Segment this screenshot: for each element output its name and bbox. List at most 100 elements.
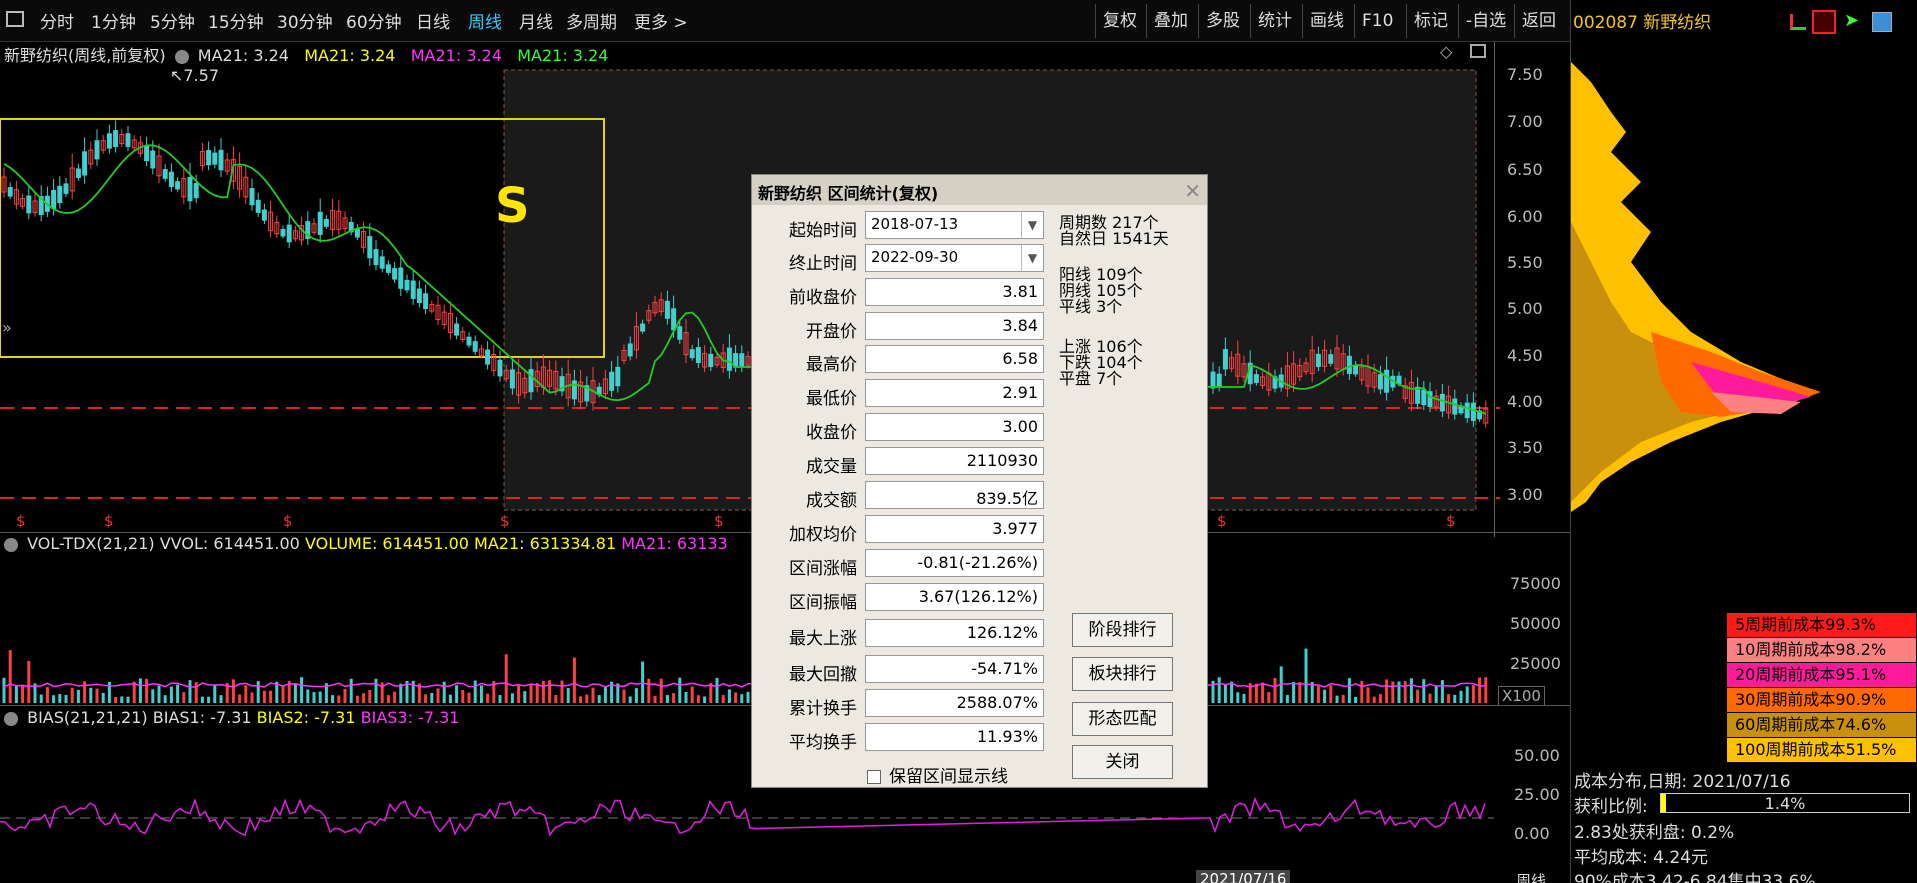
flag-icon[interactable] — [1812, 10, 1836, 34]
dialog-title[interactable]: 新野纺织 区间统计(复权) — [752, 175, 1207, 205]
chevron-down-icon[interactable]: ▼ — [1021, 212, 1043, 238]
chevron-down-icon[interactable]: ▼ — [1021, 245, 1043, 271]
field-value: -0.81(-21.26%) — [865, 549, 1044, 577]
period-tab-30min[interactable]: 30分钟 — [277, 13, 333, 33]
s-marker: $ — [16, 512, 26, 530]
candle-body — [292, 230, 298, 240]
volume-bar — [597, 695, 601, 703]
candle-body — [410, 280, 416, 299]
candle-body — [609, 371, 615, 391]
volume-bar — [436, 688, 440, 703]
checkbox-icon[interactable] — [867, 770, 881, 784]
sector-rank-button[interactable]: 板块排行 — [1072, 657, 1173, 691]
field-label: 成交量 — [806, 457, 857, 477]
layout-toggle-icon[interactable] — [6, 11, 24, 27]
window-icon[interactable] — [1470, 44, 1486, 58]
period-tab-more[interactable]: 更多 > — [634, 13, 688, 33]
vol-settings-icon[interactable] — [4, 537, 18, 552]
candle-body — [218, 149, 224, 171]
candle-body — [454, 323, 460, 336]
end-date-picker[interactable]: 2022-09-30 ▼ — [865, 244, 1044, 272]
volume-bar — [1403, 681, 1407, 703]
period-tab-daily[interactable]: 日线 — [416, 13, 450, 33]
period-tab-1min[interactable]: 1分钟 — [91, 13, 136, 33]
candle-body — [485, 349, 491, 365]
close-icon[interactable]: ✕ — [1184, 179, 1201, 203]
period-tab-monthly[interactable]: 月线 — [519, 13, 553, 33]
volume-bar — [529, 684, 533, 703]
period-tab-60min[interactable]: 60分钟 — [346, 13, 402, 33]
volume-bar — [380, 682, 384, 703]
s-marker: $ — [104, 512, 114, 530]
field-row: 区间涨幅 -0.81(-21.26%) — [752, 549, 1052, 579]
volume-bar — [207, 696, 211, 703]
field-value: 3.81 — [865, 278, 1044, 306]
field-label: 收盘价 — [806, 423, 857, 443]
field-value: 6.58 — [865, 345, 1044, 373]
field-label: 最高价 — [806, 355, 857, 375]
price-chart[interactable] — [0, 62, 1500, 532]
volume-bar — [504, 654, 508, 703]
right-panel-icons: ➤ — [1790, 10, 1910, 34]
candle-body — [230, 159, 236, 182]
candle-body — [1477, 410, 1483, 420]
period-tab-15min[interactable]: 15分钟 — [208, 13, 264, 33]
overlay-button[interactable]: 叠加 — [1146, 4, 1195, 38]
candle-body — [20, 197, 26, 207]
volume-chart[interactable] — [0, 555, 1494, 705]
multi-stock-button[interactable]: 多股 — [1198, 4, 1247, 38]
volume-bar — [715, 677, 719, 703]
candle-body — [38, 196, 44, 216]
stage-rank-button[interactable]: 阶段排行 — [1072, 613, 1173, 647]
volume-bar — [368, 689, 372, 703]
period-tab-5min[interactable]: 5分钟 — [150, 13, 195, 33]
arrow-icon[interactable]: ➤ — [1844, 10, 1860, 31]
f10-button[interactable]: F10 — [1354, 4, 1400, 38]
cost-legend-30: 30周期前成本90.9% — [1727, 688, 1916, 712]
period-tab-weekly[interactable]: 周线 — [468, 13, 502, 33]
bar-chart-icon[interactable] — [1790, 14, 1806, 30]
volume-bar — [281, 685, 285, 703]
volume-bar — [64, 694, 68, 703]
candle-body — [559, 376, 565, 392]
keep-interval-checkbox[interactable]: 保留区间显示线 — [867, 762, 1008, 787]
back-button[interactable]: 返回 — [1514, 4, 1563, 38]
statistics-button[interactable]: 统计 — [1250, 4, 1299, 38]
bias-chart[interactable] — [0, 728, 1494, 878]
price-tick: 7.50 — [1507, 65, 1543, 84]
candle-body — [714, 356, 720, 366]
period-tab-fenshi[interactable]: 分时 — [40, 13, 74, 33]
vol-ma-value: MA21: 631334.81 — [474, 534, 617, 553]
volume-bar — [126, 696, 130, 703]
candle-body — [1291, 363, 1297, 385]
restore-rights-button[interactable]: 复权 — [1095, 4, 1144, 38]
period-tab-multi[interactable]: 多周期 — [566, 13, 617, 33]
candle-body — [342, 217, 348, 229]
field-row: 累计换手 2588.07% — [752, 689, 1052, 719]
bias-name: BIAS(21,21,21) — [27, 708, 148, 727]
marker-icon[interactable]: ◇ — [1440, 42, 1453, 61]
field-label: 区间振幅 — [789, 593, 857, 613]
candle-body — [1297, 365, 1303, 378]
candle-body — [1322, 349, 1328, 367]
start-date-picker[interactable]: 2018-07-13 ▼ — [865, 211, 1044, 239]
draw-line-button[interactable]: 画线 — [1302, 4, 1351, 38]
candle-body — [392, 268, 398, 280]
candle-body — [509, 369, 515, 389]
volume-bar — [250, 692, 254, 703]
volume-bar — [70, 687, 74, 703]
settings-icon[interactable] — [174, 49, 189, 64]
expand-icon[interactable]: » — [2, 318, 12, 337]
candle-body — [1328, 354, 1334, 364]
volume-bar — [510, 693, 514, 703]
picture-icon[interactable] — [1872, 12, 1892, 32]
price-tick: 4.50 — [1507, 346, 1543, 365]
close-button[interactable]: 关闭 — [1072, 745, 1173, 779]
remove-favorite-button[interactable]: -自选 — [1458, 4, 1513, 38]
mark-button[interactable]: 标记 — [1406, 4, 1455, 38]
bias-settings-icon[interactable] — [4, 711, 18, 726]
candle-body — [1229, 357, 1235, 369]
pattern-match-button[interactable]: 形态匹配 — [1072, 702, 1173, 736]
price-tick: 6.50 — [1507, 160, 1543, 179]
volume-bar — [467, 692, 471, 703]
